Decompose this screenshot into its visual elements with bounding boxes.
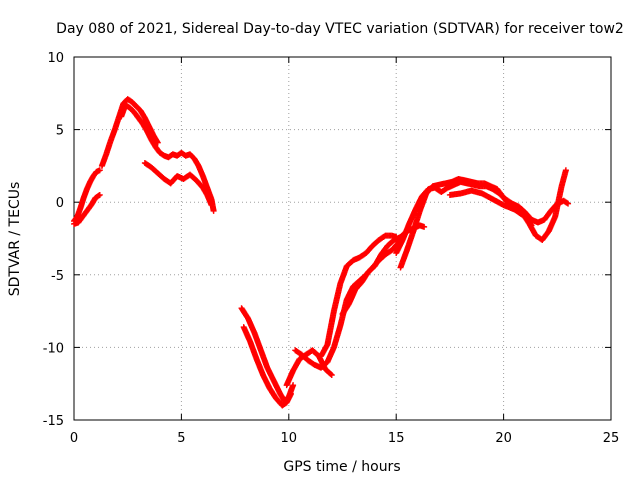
series-arc-4: [118, 101, 217, 214]
data-point: [562, 167, 569, 174]
plot-frame: [73, 56, 612, 421]
x-tick-label: 0: [70, 431, 78, 446]
data-point: [208, 202, 215, 209]
data-point: [96, 191, 103, 198]
data-point: [96, 167, 103, 174]
y-tick-label: -5: [51, 269, 64, 284]
series-arc-6: [238, 305, 297, 405]
data-point: [328, 371, 335, 378]
series-arc-14: [446, 187, 535, 229]
data-point: [210, 207, 217, 214]
data-point: [290, 382, 297, 389]
y-axis-label: SDTVAR / TECUs: [7, 182, 23, 297]
data-point: [563, 199, 570, 206]
series-arc-13: [397, 167, 569, 271]
x-tick-label: 10: [281, 431, 298, 446]
y-tick-label: -10: [43, 341, 64, 356]
x-axis-label: GPS time / hours: [283, 459, 400, 475]
data-point: [527, 221, 534, 228]
y-tick-label: 10: [47, 51, 64, 66]
y-tick-label: -15: [43, 414, 64, 429]
series-arc-8: [283, 347, 335, 389]
series-arc-2: [71, 191, 103, 227]
x-tick-label: 25: [603, 431, 620, 446]
data-point: [421, 223, 428, 230]
axis-ticks: 0 5 10 15 20 25 -15 -10 -5 0 5 10: [43, 51, 620, 446]
data-point: [287, 390, 294, 397]
data-points: [71, 96, 572, 409]
series-arc-7: [240, 324, 294, 409]
chart-title: Day 080 of 2021, Sidereal Day-to-day VTE…: [56, 21, 624, 37]
series-arc-10: [318, 232, 400, 360]
series-arc-5: [141, 159, 215, 209]
y-tick-label: 5: [56, 124, 64, 139]
data-point: [327, 371, 334, 378]
x-tick-label: 5: [177, 431, 185, 446]
x-tick-label: 20: [495, 431, 512, 446]
y-tick-label: 0: [56, 196, 64, 211]
x-tick-label: 15: [388, 431, 405, 446]
data-point: [95, 192, 102, 199]
data-point: [528, 222, 535, 229]
series-arc-1: [71, 167, 103, 225]
data-point: [565, 200, 572, 207]
